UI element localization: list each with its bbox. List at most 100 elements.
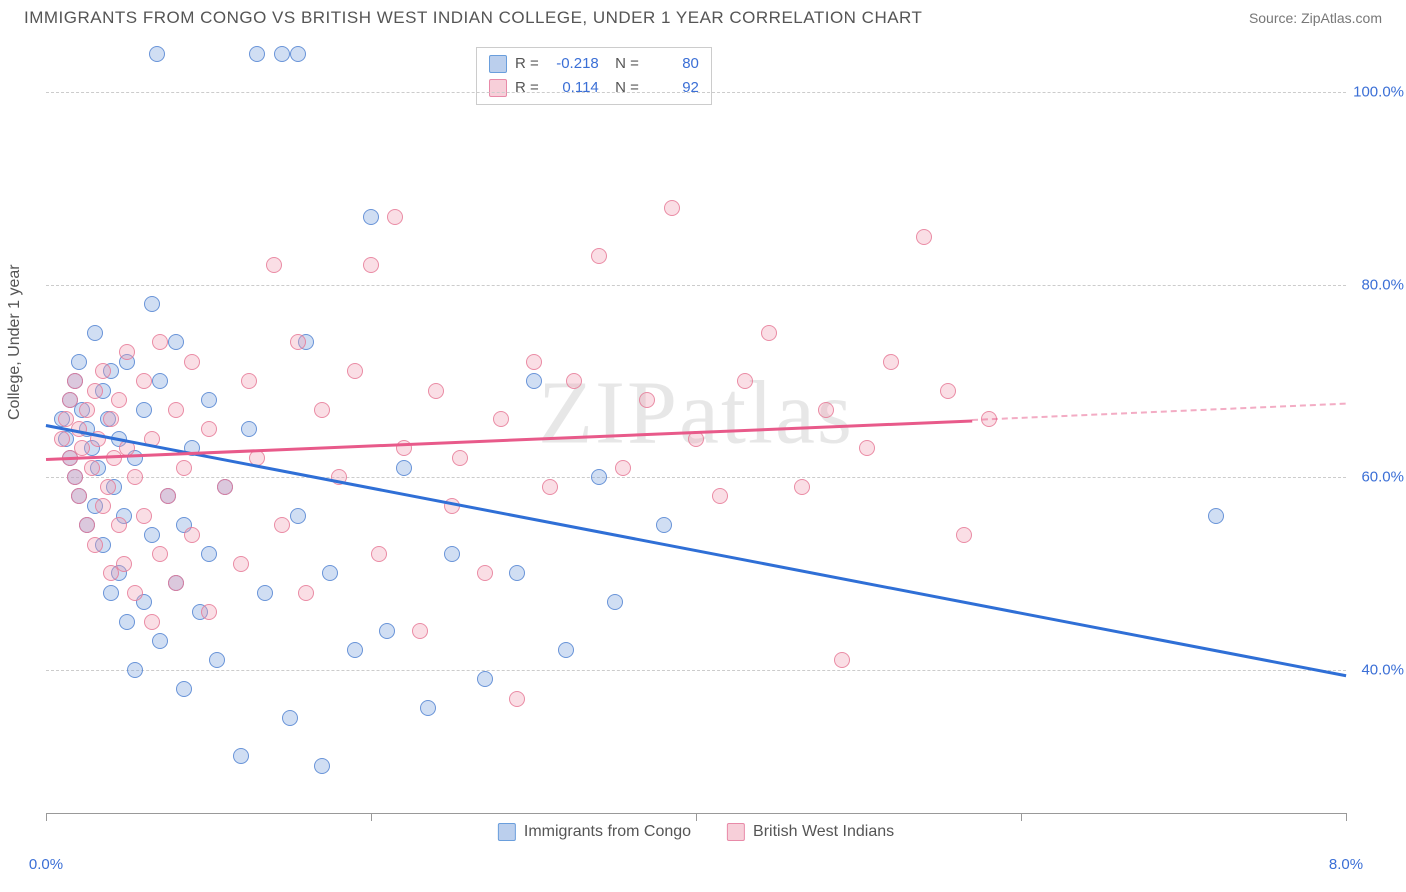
- scatter-point-blue: [444, 546, 460, 562]
- scatter-point-pink: [116, 556, 132, 572]
- x-tick: [696, 813, 697, 821]
- scatter-point-pink: [916, 229, 932, 245]
- scatter-point-pink: [834, 652, 850, 668]
- chart-title: IMMIGRANTS FROM CONGO VS BRITISH WEST IN…: [24, 8, 922, 28]
- source-label: Source: ZipAtlas.com: [1249, 10, 1382, 26]
- scatter-point-blue: [322, 565, 338, 581]
- scatter-point-pink: [95, 498, 111, 514]
- scatter-point-blue: [591, 469, 607, 485]
- scatter-point-pink: [233, 556, 249, 572]
- scatter-point-pink: [428, 383, 444, 399]
- scatter-point-blue: [607, 594, 623, 610]
- stat-n-label: N =: [607, 52, 639, 76]
- scatter-point-pink: [184, 527, 200, 543]
- scatter-point-pink: [111, 517, 127, 533]
- scatter-point-blue: [420, 700, 436, 716]
- stat-n-label: N =: [607, 76, 639, 100]
- scatter-point-pink: [136, 373, 152, 389]
- correlation-stats-box: R = -0.218 N = 80 R = 0.114 N = 92: [476, 47, 712, 105]
- stat-r-label: R =: [515, 52, 539, 76]
- scatter-point-pink: [859, 440, 875, 456]
- x-tick-label: 8.0%: [1329, 856, 1363, 873]
- y-axis-label: College, Under 1 year: [6, 264, 24, 420]
- x-tick: [1021, 813, 1022, 821]
- scatter-point-pink: [87, 383, 103, 399]
- scatter-point-pink: [363, 257, 379, 273]
- scatter-point-blue: [103, 585, 119, 601]
- scatter-point-pink: [184, 354, 200, 370]
- scatter-point-blue: [314, 758, 330, 774]
- scatter-point-blue: [257, 585, 273, 601]
- scatter-point-blue: [201, 546, 217, 562]
- scatter-point-blue: [526, 373, 542, 389]
- scatter-point-pink: [452, 450, 468, 466]
- scatter-point-pink: [201, 604, 217, 620]
- swatch-blue-icon: [489, 55, 507, 73]
- scatter-point-blue: [363, 209, 379, 225]
- scatter-point-pink: [591, 248, 607, 264]
- gridline-h: [46, 477, 1346, 478]
- scatter-point-pink: [152, 546, 168, 562]
- legend-label-blue: Immigrants from Congo: [524, 823, 691, 841]
- y-tick-label: 100.0%: [1353, 84, 1404, 101]
- scatter-point-pink: [136, 508, 152, 524]
- scatter-point-pink: [79, 517, 95, 533]
- legend-swatch-pink-icon: [727, 823, 745, 841]
- scatter-point-blue: [290, 46, 306, 62]
- scatter-point-pink: [298, 585, 314, 601]
- scatter-point-pink: [67, 373, 83, 389]
- stats-row-pink: R = 0.114 N = 92: [489, 76, 699, 100]
- stat-r-label: R =: [515, 76, 539, 100]
- gridline-h: [46, 670, 1346, 671]
- scatter-point-pink: [168, 402, 184, 418]
- scatter-point-pink: [241, 373, 257, 389]
- scatter-point-blue: [656, 517, 672, 533]
- scatter-point-pink: [737, 373, 753, 389]
- scatter-point-pink: [79, 402, 95, 418]
- scatter-point-blue: [136, 402, 152, 418]
- scatter-point-blue: [509, 565, 525, 581]
- scatter-point-pink: [566, 373, 582, 389]
- scatter-point-pink: [119, 344, 135, 360]
- scatter-point-pink: [274, 517, 290, 533]
- scatter-point-pink: [542, 479, 558, 495]
- scatter-point-pink: [74, 440, 90, 456]
- scatter-point-blue: [209, 652, 225, 668]
- scatter-point-pink: [314, 402, 330, 418]
- scatter-point-blue: [87, 325, 103, 341]
- legend-item-pink: British West Indians: [727, 823, 894, 841]
- scatter-point-pink: [639, 392, 655, 408]
- scatter-point-pink: [794, 479, 810, 495]
- swatch-pink-icon: [489, 79, 507, 97]
- scatter-point-pink: [266, 257, 282, 273]
- x-tick-label: 0.0%: [29, 856, 63, 873]
- chart-plot-area: ZIPatlas R = -0.218 N = 80 R = 0.114 N =…: [46, 44, 1346, 814]
- scatter-point-pink: [712, 488, 728, 504]
- scatter-point-pink: [940, 383, 956, 399]
- scatter-point-blue: [119, 614, 135, 630]
- scatter-point-pink: [168, 575, 184, 591]
- x-tick: [371, 813, 372, 821]
- scatter-point-pink: [62, 392, 78, 408]
- scatter-point-pink: [217, 479, 233, 495]
- trend-line: [972, 403, 1346, 421]
- scatter-point-pink: [509, 691, 525, 707]
- scatter-point-blue: [347, 642, 363, 658]
- scatter-point-blue: [379, 623, 395, 639]
- gridline-h: [46, 285, 1346, 286]
- scatter-point-blue: [144, 527, 160, 543]
- scatter-point-pink: [144, 614, 160, 630]
- scatter-point-pink: [412, 623, 428, 639]
- y-tick-label: 80.0%: [1361, 276, 1404, 293]
- scatter-point-pink: [883, 354, 899, 370]
- scatter-point-pink: [526, 354, 542, 370]
- x-tick: [46, 813, 47, 821]
- scatter-point-pink: [127, 585, 143, 601]
- y-tick-label: 40.0%: [1361, 661, 1404, 678]
- scatter-point-blue: [290, 508, 306, 524]
- scatter-point-pink: [477, 565, 493, 581]
- scatter-point-blue: [176, 681, 192, 697]
- legend-swatch-blue-icon: [498, 823, 516, 841]
- scatter-point-pink: [95, 363, 111, 379]
- y-tick-label: 60.0%: [1361, 469, 1404, 486]
